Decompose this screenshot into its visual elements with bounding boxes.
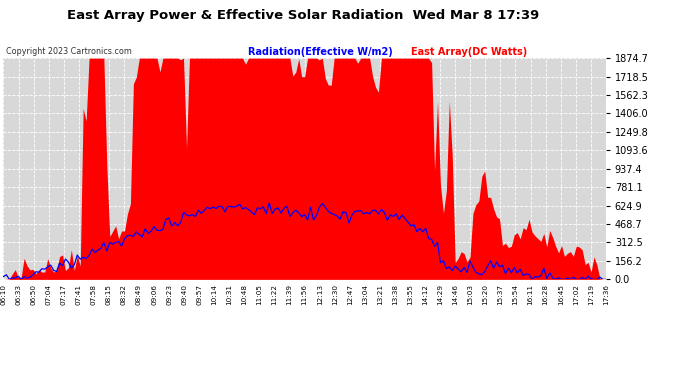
Text: Copyright 2023 Cartronics.com: Copyright 2023 Cartronics.com	[6, 47, 131, 56]
Text: Radiation(Effective W/m2): Radiation(Effective W/m2)	[248, 47, 393, 57]
Text: East Array Power & Effective Solar Radiation  Wed Mar 8 17:39: East Array Power & Effective Solar Radia…	[68, 9, 540, 22]
Text: East Array(DC Watts): East Array(DC Watts)	[411, 47, 526, 57]
